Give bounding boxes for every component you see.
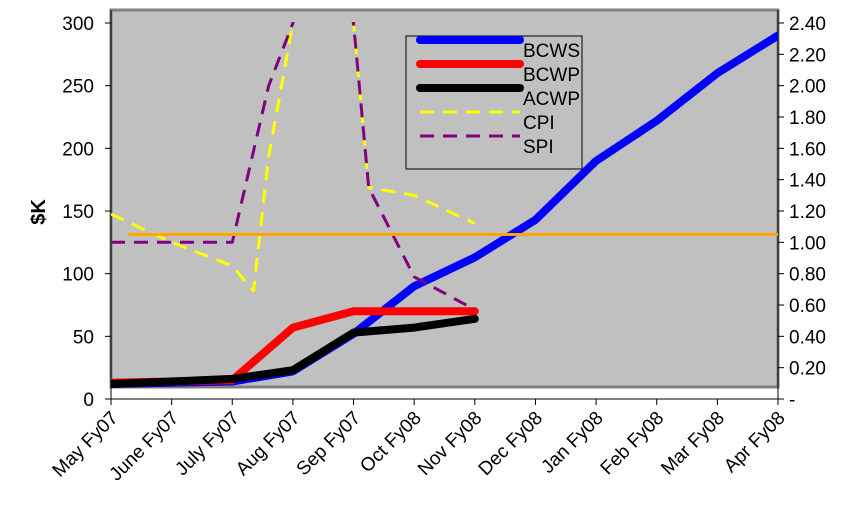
right-tick-label: 1.60 bbox=[789, 139, 826, 160]
right-tick-label: 2.00 bbox=[789, 77, 826, 98]
left-tick-label: 200 bbox=[62, 139, 94, 160]
right-tick-label: 0.20 bbox=[789, 359, 826, 380]
series-layer bbox=[111, 22, 778, 388]
left-tick-label: 250 bbox=[62, 77, 94, 98]
legend-label-acwp: ACWP bbox=[523, 89, 580, 110]
left-tick-label: 50 bbox=[73, 327, 94, 348]
x-tick-label: July Fy07 bbox=[171, 408, 243, 480]
legend-label-bcws: BCWS bbox=[523, 41, 580, 62]
y-axis-label: $K bbox=[28, 199, 50, 225]
series-line-acwp bbox=[111, 314, 479, 388]
x-tick-label: Sep Fy07 bbox=[293, 408, 365, 480]
legend-box bbox=[405, 35, 583, 170]
right-tick-label: 0.60 bbox=[789, 296, 826, 317]
left-tick-label: 150 bbox=[62, 202, 94, 223]
series-line-cpi bbox=[111, 22, 476, 293]
left-tick-label: 100 bbox=[62, 265, 94, 286]
x-tick-label: Nov Fy08 bbox=[414, 408, 486, 480]
x-tick-label: Jan Fy08 bbox=[538, 408, 608, 478]
x-tick-label: Feb Fy08 bbox=[597, 408, 669, 480]
right-axis: - 0.20 0.40 0.60 0.80 1.00 1.20 1.40 1.60 1.80 2.0… bbox=[777, 10, 826, 411]
left-tick-label: 300 bbox=[62, 14, 94, 35]
legend-label-spi: SPI bbox=[523, 137, 554, 158]
right-tick-label: 2.20 bbox=[789, 45, 826, 66]
right-tick-label: - bbox=[789, 390, 795, 411]
left-tick-label: 0 bbox=[83, 390, 94, 411]
left-axis: 0 50 100 150 200 250 300 bbox=[62, 10, 112, 411]
right-tick-label: 1.40 bbox=[789, 171, 826, 192]
x-tick-label: Mar Fy08 bbox=[657, 408, 729, 480]
right-tick-label: 0.40 bbox=[789, 327, 826, 348]
x-tick-label: Aug Fy07 bbox=[232, 408, 304, 480]
right-tick-label: 1.80 bbox=[789, 108, 826, 129]
legend: BCWS BCWP ACWP CPI SPI bbox=[405, 35, 583, 170]
legend-label-cpi: CPI bbox=[523, 113, 555, 134]
legend-label-bcwp: BCWP bbox=[523, 65, 580, 86]
right-tick-label: 2.40 bbox=[789, 14, 826, 35]
right-tick-label: 1.00 bbox=[789, 233, 826, 254]
x-tick-label: Apr Fy08 bbox=[720, 408, 789, 477]
right-tick-label: 0.80 bbox=[789, 265, 826, 286]
x-tick-label: Dec Fy08 bbox=[475, 408, 547, 480]
right-tick-label: 1.20 bbox=[789, 202, 826, 223]
